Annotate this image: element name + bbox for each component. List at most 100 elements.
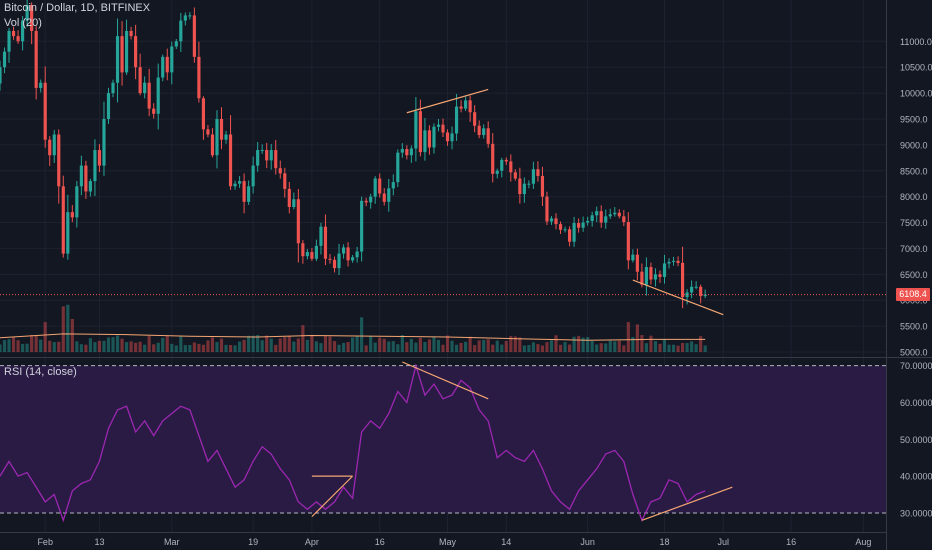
volume-bar xyxy=(156,342,160,352)
candle-body xyxy=(75,186,79,218)
candle-body xyxy=(48,139,52,156)
candle-body xyxy=(459,106,463,109)
candle-body xyxy=(79,165,83,187)
candle-body xyxy=(296,199,300,244)
volume-bar xyxy=(25,343,29,352)
volume-bar xyxy=(644,343,649,352)
volume-bar xyxy=(563,342,567,352)
volume-bar xyxy=(233,345,237,352)
candlesticks xyxy=(0,0,707,309)
time-axis-tick: 14 xyxy=(501,537,511,547)
rsi-trendline xyxy=(402,361,489,400)
volume-bar xyxy=(405,342,409,352)
candle-body xyxy=(391,182,395,189)
candle-body xyxy=(351,257,355,261)
candle-body xyxy=(676,260,680,263)
candle-body xyxy=(174,41,178,47)
candle-body xyxy=(527,183,531,185)
candle-body xyxy=(445,132,450,142)
price-axis-tick: 5500.0 xyxy=(900,322,928,332)
time-axis-tick: 13 xyxy=(94,537,104,547)
volume-bar xyxy=(491,344,495,352)
candle-body xyxy=(626,222,630,261)
volume-bar xyxy=(640,335,644,352)
time-axis-tick: 19 xyxy=(248,537,258,547)
candle-body xyxy=(662,263,667,277)
volume-bar xyxy=(513,336,517,352)
candle-body xyxy=(418,111,422,153)
volume-bars xyxy=(0,304,707,352)
candle-body xyxy=(11,30,16,37)
candle-body xyxy=(703,294,707,297)
candle-body xyxy=(464,100,468,109)
rsi-trendline xyxy=(641,486,733,521)
symbol-legend[interactable]: Bitcoin / Dollar, 1D, BITFINEX xyxy=(4,2,151,14)
volume-bar xyxy=(558,344,563,352)
volume-bar xyxy=(341,342,346,352)
volume-bar xyxy=(486,339,490,352)
candle-body xyxy=(332,259,337,269)
volume-bar xyxy=(432,336,436,352)
candle-body xyxy=(138,67,142,94)
rsi-legend[interactable]: RSI (14, close) xyxy=(4,366,77,378)
volume-bar xyxy=(522,345,526,352)
volume-bar xyxy=(400,335,404,352)
candle-body xyxy=(170,46,174,73)
volume-bar xyxy=(391,341,395,352)
volume-bar xyxy=(165,336,169,352)
candle-body xyxy=(260,150,264,152)
time-axis-tick: Jun xyxy=(580,537,595,547)
price-axis-tick: 9500.0 xyxy=(900,114,928,124)
volume-bar xyxy=(2,340,7,352)
candle-body xyxy=(613,212,617,215)
candle-body xyxy=(25,5,29,21)
volume-bar xyxy=(369,336,373,352)
volume-bar xyxy=(355,335,359,352)
volume-bar xyxy=(373,342,377,352)
volume-bar xyxy=(518,337,522,352)
candle-body xyxy=(156,77,160,114)
candle-body xyxy=(631,254,635,261)
volume-bar xyxy=(599,343,603,352)
volume-bar xyxy=(378,337,382,352)
candle-body xyxy=(617,212,621,217)
volume-bar xyxy=(477,340,481,352)
volume-bar xyxy=(147,336,151,352)
volume-bar xyxy=(328,336,332,352)
volume-bar xyxy=(174,345,178,352)
price-axis-tick: 8000.0 xyxy=(900,192,928,202)
candle-body xyxy=(192,15,196,57)
volume-bar xyxy=(310,335,314,352)
volume-bar xyxy=(0,344,2,352)
candle-body xyxy=(369,196,373,203)
price-trendline xyxy=(406,88,489,114)
candle-body xyxy=(305,252,309,257)
time-axis-background xyxy=(0,532,886,550)
volume-bar xyxy=(269,338,273,352)
volume-bar xyxy=(572,336,576,352)
candle-body xyxy=(409,148,413,156)
rsi-axis-tick: 60.0000 xyxy=(900,398,932,408)
candle-body xyxy=(102,118,106,166)
volume-bar xyxy=(608,340,612,352)
volume-ma-line xyxy=(0,333,706,341)
rsi-band-fill xyxy=(0,365,886,513)
volume-bar xyxy=(57,341,61,352)
volume-legend[interactable]: Vol (20) xyxy=(4,17,42,29)
candle-body xyxy=(540,175,545,197)
candle-body xyxy=(595,211,599,216)
volume-bar xyxy=(662,339,667,352)
candle-body xyxy=(265,150,269,161)
volume-bar xyxy=(183,345,187,352)
time-axis-tick: Apr xyxy=(305,537,319,547)
volume-bar xyxy=(626,322,630,352)
time-axis-tick: Aug xyxy=(855,537,871,547)
price-trendline xyxy=(632,279,724,316)
volume-bar xyxy=(102,340,106,352)
volume-bar xyxy=(43,322,47,352)
volume-bar xyxy=(464,341,468,352)
volume-bar xyxy=(70,318,74,352)
volume-bar xyxy=(337,344,341,352)
candle-body xyxy=(57,134,61,187)
